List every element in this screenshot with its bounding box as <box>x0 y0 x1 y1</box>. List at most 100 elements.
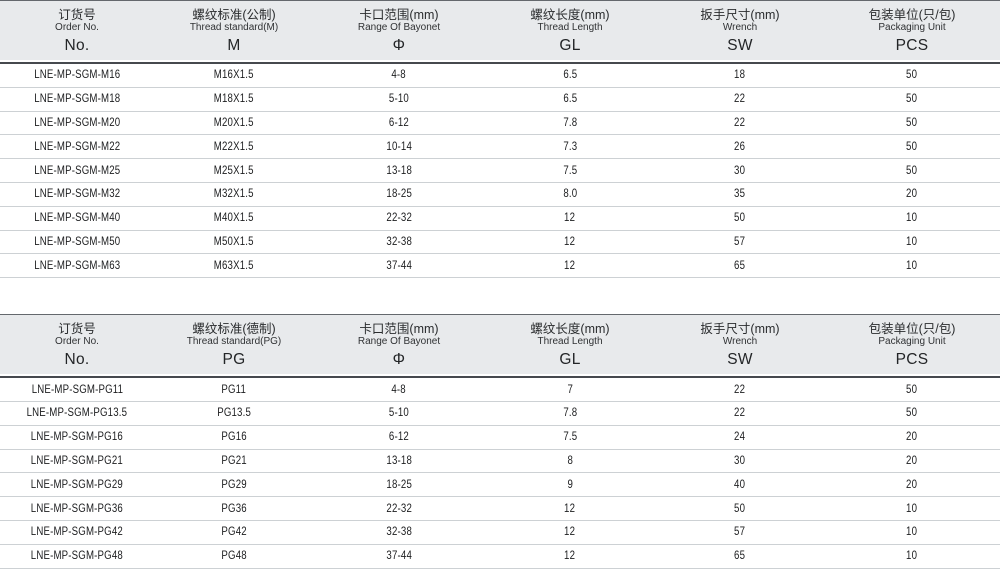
table-cell: 50 <box>824 64 1000 87</box>
cell-value: 50 <box>734 502 746 515</box>
column-label-zh: 螺纹标准(德制) <box>192 322 276 337</box>
cell-value: M50X1.5 <box>214 235 254 248</box>
table-cell: 65 <box>656 545 824 568</box>
column-label-en: Range Of Bayonet <box>357 336 441 348</box>
table-cell: LNE-MP-SGM-M20 <box>0 112 154 135</box>
table-cell: 10-14 <box>314 135 484 158</box>
cell-value: LNE-MP-SGM-M22 <box>33 140 121 153</box>
table-cell: 12 <box>484 254 656 277</box>
table-cell: 7.3 <box>484 135 656 158</box>
table-cell: 10 <box>824 231 1000 254</box>
table-cell: 8 <box>484 450 656 473</box>
column-symbol: PCS <box>895 351 929 369</box>
cell-value: 50 <box>906 116 918 129</box>
table-row: LNE-MP-SGM-M22 M22X1.5 10-14 7.3 26 50 <box>0 135 1000 160</box>
table-cell: 22 <box>656 402 824 425</box>
cell-value: PG36 <box>221 502 247 515</box>
table-cell: PG21 <box>154 450 314 473</box>
cell-value: M40X1.5 <box>214 212 254 225</box>
table-cell: 10 <box>824 545 1000 568</box>
cell-value: 5-10 <box>388 407 409 420</box>
pg-thread-table: 订货号 Order No. No. 螺纹标准(德制) Thread standard(P… <box>0 314 1000 569</box>
cell-value: 20 <box>906 431 918 444</box>
table-cell: 12 <box>484 207 656 230</box>
cell-value: LNE-MP-SGM-M25 <box>33 164 121 177</box>
table-cell: PG36 <box>154 497 314 520</box>
column-label-zh: 螺纹长度(mm) <box>530 8 610 22</box>
column-symbol: M <box>227 37 241 54</box>
table-cell: M25X1.5 <box>154 159 314 182</box>
table-cell: PG42 <box>154 521 314 544</box>
cell-value: PG16 <box>221 431 247 444</box>
table-cell: M63X1.5 <box>154 254 314 277</box>
table-cell: LNE-MP-SGM-M40 <box>0 207 154 230</box>
cell-value: 7.3 <box>563 140 577 153</box>
table-cell: M22X1.5 <box>154 135 314 158</box>
cell-value: LNE-MP-SGM-M63 <box>33 259 121 272</box>
column-label-en: Order No. <box>55 22 99 33</box>
cell-value: PG42 <box>221 526 247 539</box>
table-cell: 10 <box>824 521 1000 544</box>
table-cell: 6.5 <box>484 64 656 87</box>
cell-value: 4-8 <box>391 69 407 82</box>
cell-value: 7.8 <box>563 407 577 420</box>
cell-value: 57 <box>734 235 746 248</box>
cell-value: 10 <box>906 550 918 563</box>
column-label-en: Thread standard(M) <box>189 22 279 33</box>
cell-value: PG48 <box>221 550 247 563</box>
table-body: LNE-MP-SGM-PG11 PG11 4-8 7 22 50 LNE-MP-SGM-PG… <box>0 378 1000 569</box>
cell-value: 5-10 <box>388 93 409 106</box>
cell-value: 4-8 <box>391 383 407 396</box>
table-cell: LNE-MP-SGM-PG16 <box>0 426 154 449</box>
cell-value: M25X1.5 <box>214 164 254 177</box>
column-header: 卡口范围(mm) Range Of Bayonet Φ <box>314 315 484 374</box>
table-cell: 4-8 <box>314 64 484 87</box>
cell-value: 65 <box>734 259 746 272</box>
column-symbol: No. <box>64 351 90 369</box>
table-cell: 5-10 <box>314 402 484 425</box>
column-symbol: PCS <box>895 37 929 54</box>
cell-value: 12 <box>564 502 576 515</box>
cell-value: LNE-MP-SGM-PG21 <box>30 454 124 467</box>
cell-value: LNE-MP-SGM-M18 <box>33 93 121 106</box>
column-header: 包装单位(只/包) Packaging Unit PCS <box>824 1 1000 60</box>
cell-value: 57 <box>734 526 746 539</box>
table-cell: 12 <box>484 231 656 254</box>
table-cell: LNE-MP-SGM-M16 <box>0 64 154 87</box>
column-label-zh: 扳手尺寸(mm) <box>700 8 780 22</box>
header-gap <box>0 60 1000 62</box>
column-symbol: SW <box>727 37 753 54</box>
table-cell: 50 <box>656 497 824 520</box>
table-cell: PG13.5 <box>154 402 314 425</box>
table-cell: 57 <box>656 521 824 544</box>
cell-value: 12 <box>564 259 576 272</box>
cell-value: 10 <box>906 212 918 225</box>
cell-value: 22 <box>734 116 746 129</box>
table-cell: 12 <box>484 497 656 520</box>
cell-value: LNE-MP-SGM-PG16 <box>30 431 124 444</box>
table-cell: 20 <box>824 450 1000 473</box>
table-cell: 13-18 <box>314 159 484 182</box>
cell-value: M63X1.5 <box>214 259 254 272</box>
table-row: LNE-MP-SGM-M63 M63X1.5 37-44 12 65 10 <box>0 254 1000 279</box>
table-row: LNE-MP-SGM-PG21 PG21 13-18 8 30 20 <box>0 449 1000 474</box>
table-cell: 22 <box>656 378 824 401</box>
cell-value: 18 <box>734 69 746 82</box>
cell-value: LNE-MP-SGM-M50 <box>33 235 121 248</box>
table-cell: 50 <box>824 402 1000 425</box>
table-cell: PG29 <box>154 473 314 496</box>
column-header: 订货号 Order No. No. <box>0 1 154 60</box>
table-row: LNE-MP-SGM-M32 M32X1.5 18-25 8.0 35 20 <box>0 182 1000 207</box>
table-cell: 40 <box>656 473 824 496</box>
table-row: LNE-MP-SGM-PG29 PG29 18-25 9 40 20 <box>0 473 1000 498</box>
table-cell: 10 <box>824 497 1000 520</box>
cell-value: 32-38 <box>386 235 412 248</box>
column-label-en: Packaging Unit <box>878 336 946 348</box>
cell-value: M18X1.5 <box>214 93 254 106</box>
cell-value: 32-38 <box>386 526 412 539</box>
table-cell: 50 <box>824 88 1000 111</box>
column-header: 螺纹标准(公制) Thread standard(M) M <box>154 1 314 60</box>
column-symbol: Φ <box>392 37 406 54</box>
table-cell: LNE-MP-SGM-M18 <box>0 88 154 111</box>
table-cell: 18-25 <box>314 473 484 496</box>
